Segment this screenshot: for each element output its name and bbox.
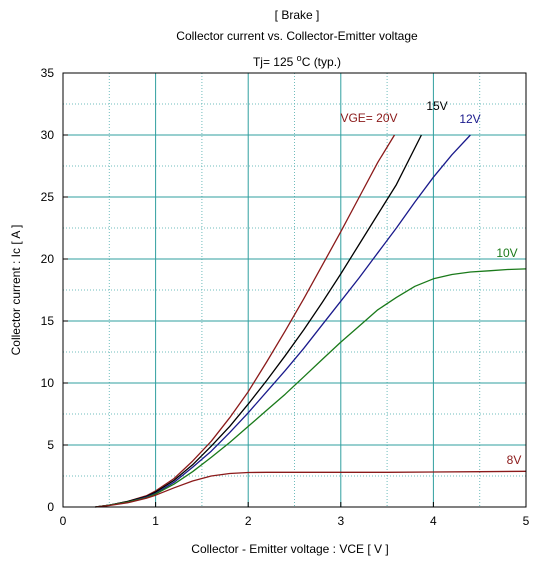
x-tick-label: 2 bbox=[245, 514, 252, 528]
plot-frame bbox=[62, 72, 527, 508]
series-labels: VGE= 20V 15V 12V 10V 8V bbox=[340, 99, 521, 467]
x-tick-label: 3 bbox=[337, 514, 344, 528]
y-tick-label: 0 bbox=[47, 500, 54, 514]
x-tick-label: 0 bbox=[60, 514, 67, 528]
x-tick-label: 4 bbox=[430, 514, 437, 528]
chart-condition: Tj= 125 oC (typ.) bbox=[253, 53, 341, 69]
y-axis-label: Collector current : Ic [ A ] bbox=[9, 225, 23, 356]
grid bbox=[62, 72, 527, 508]
tick-labels: 0 1 2 3 4 5 0 5 10 15 20 25 30 35 bbox=[41, 66, 530, 528]
series-line-10v bbox=[95, 268, 527, 508]
condition-degree: o bbox=[297, 53, 302, 63]
series-label: 15V bbox=[426, 99, 447, 113]
series-label: 8V bbox=[507, 453, 522, 467]
y-tick-label: 15 bbox=[41, 314, 55, 328]
chart-title-line-1: [ Brake ] bbox=[275, 8, 320, 22]
condition-prefix: Tj= 125 bbox=[253, 55, 297, 69]
y-tick-label: 5 bbox=[47, 438, 54, 452]
series-lines bbox=[95, 134, 527, 508]
series-label: 10V bbox=[496, 246, 517, 260]
y-tick-label: 10 bbox=[41, 376, 55, 390]
y-tick-label: 35 bbox=[41, 66, 55, 80]
y-tick-label: 30 bbox=[41, 128, 55, 142]
y-tick-label: 20 bbox=[41, 252, 55, 266]
condition-suffix: C (typ.) bbox=[302, 55, 341, 69]
x-axis-label: Collector - Emitter voltage : VCE [ V ] bbox=[191, 542, 388, 556]
series-label: 12V bbox=[459, 112, 480, 126]
y-tick-label: 25 bbox=[41, 190, 55, 204]
series-line-8v bbox=[95, 470, 527, 508]
chart-title-line-2: Collector current vs. Collector-Emitter … bbox=[176, 29, 418, 43]
x-tick-label: 5 bbox=[523, 514, 530, 528]
series-label: VGE= 20V bbox=[340, 111, 397, 125]
x-tick-label: 1 bbox=[152, 514, 159, 528]
